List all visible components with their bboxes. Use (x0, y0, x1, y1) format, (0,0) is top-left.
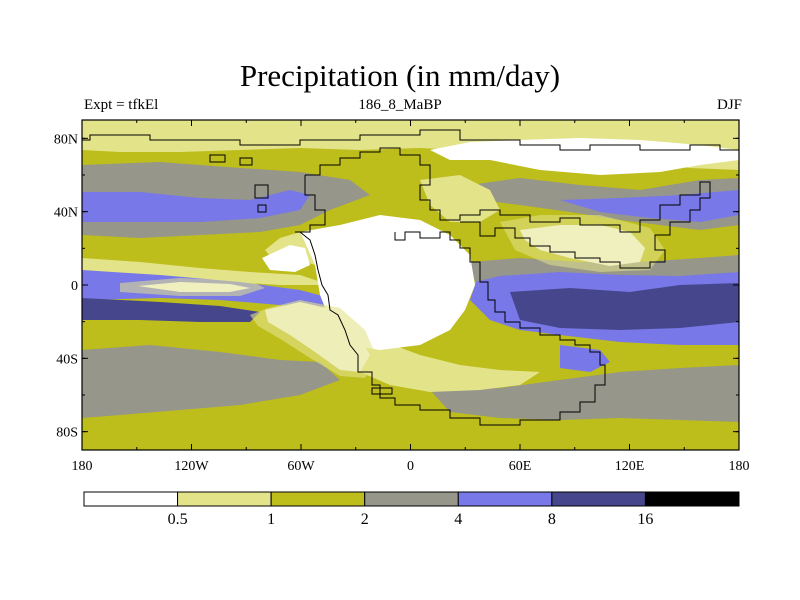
latitude-axis: 80N 40N 0 40S 80S (54, 132, 739, 441)
field-eq-streak-rim (120, 278, 265, 296)
colorbar-label: 1 (267, 511, 275, 528)
coastline-island-d (257, 204, 267, 213)
field-dry-west-white (262, 245, 310, 272)
longitude-axis: 180 120W 60W 0 60E 120E 180 (72, 120, 750, 474)
lat-tick-label: 40S (56, 352, 78, 367)
coastline-island-a (209, 154, 226, 163)
lon-tick-label: 180 (72, 459, 93, 474)
lon-tick-label: 60E (509, 459, 532, 474)
coastlines (82, 129, 739, 426)
colorbar-swatch (644, 491, 740, 507)
colorbar-swatch (270, 491, 366, 507)
coastline-gondwana (299, 231, 606, 426)
coastline-island-c (254, 184, 269, 199)
precip-field (82, 120, 739, 450)
colorbar-label: 0.5 (168, 511, 188, 528)
period-label: 186_8_MaBP (358, 97, 442, 113)
coastline-island-e (371, 387, 393, 395)
colorbar-swatch (83, 491, 179, 507)
lat-tick-label: 80S (56, 426, 78, 441)
coastline-north-landmass (82, 129, 739, 151)
field-north-light (82, 120, 739, 170)
colorbar-label: 16 (637, 511, 653, 528)
colorbar-swatch (177, 491, 272, 507)
colorbar-swatch (551, 491, 646, 507)
lon-tick-label: 0 (407, 459, 414, 474)
experiment-label: Expt = tfkEl (84, 97, 159, 113)
field-eq-navy-e (510, 283, 739, 330)
colorbar-swatch (364, 491, 459, 507)
field-north-blue-east (560, 190, 739, 222)
field-light-asia-rim (500, 215, 665, 272)
colorbar-swatch (457, 491, 553, 507)
field-north-blue (82, 190, 310, 222)
lat-tick-label: 80N (54, 132, 78, 147)
lat-tick-label: 0 (71, 279, 78, 294)
lon-tick-label: 120E (615, 459, 645, 474)
colorbar-label: 8 (548, 511, 556, 528)
colorbar-label: 4 (454, 511, 462, 528)
colorbar-label: 2 (361, 511, 369, 528)
chart-title: Precipitation (in mm/day) (239, 58, 561, 93)
lat-tick-label: 40N (54, 206, 78, 221)
lon-tick-label: 180 (729, 459, 750, 474)
field-south-gray-east (430, 365, 739, 422)
lon-tick-label: 60W (287, 459, 315, 474)
season-label: DJF (716, 97, 742, 113)
coastline-laurasia-west (295, 175, 326, 233)
field-arctic-white (430, 138, 739, 175)
colorbar: 0.5 1 2 4 8 16 (83, 491, 740, 528)
lon-tick-label: 120W (174, 459, 209, 474)
coastline-island-b (239, 157, 253, 166)
field-dry-south-rim (250, 300, 378, 378)
coastline-laurasia (305, 147, 711, 269)
field-south-gray (82, 345, 340, 418)
field-eq-navy-w (82, 298, 260, 322)
